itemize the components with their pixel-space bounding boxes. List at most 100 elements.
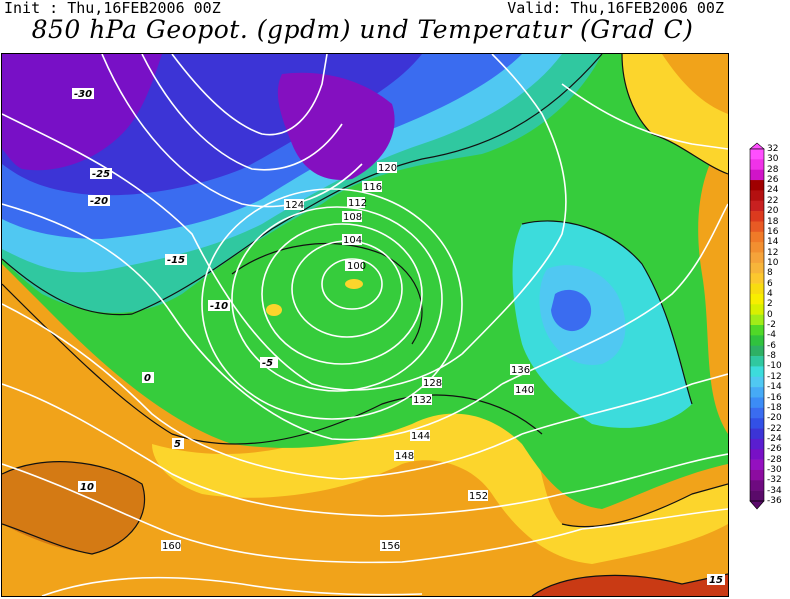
map-canvas: 100 104 108 112 116 120 124 128 132 136 … <box>2 54 728 596</box>
colorbar-tick-label: -6 <box>767 340 776 351</box>
colorbar-tick-label: -20 <box>767 413 782 424</box>
label-148: 148 <box>395 451 414 462</box>
geopotential-label-108: 108 <box>342 211 362 223</box>
label-144: 144 <box>411 431 430 442</box>
colorbar-tick-label: 12 <box>767 247 779 258</box>
temp-contour <box>2 54 603 316</box>
geopotential-contour <box>2 113 463 391</box>
colorbar-swatch <box>750 490 764 502</box>
colorbar-tick-label: -30 <box>767 464 782 475</box>
geopotential-contour <box>261 223 423 365</box>
label-140: 140 <box>515 385 534 396</box>
colorbar-swatch <box>750 221 764 233</box>
geopotential-label-136: 136 <box>510 364 530 376</box>
colorbar-tick-label: -8 <box>767 351 776 362</box>
colorbar-svg <box>749 142 765 510</box>
label-152: 152 <box>469 491 488 502</box>
temp-negative-center <box>230 243 422 378</box>
colorbar-swatch <box>750 345 764 357</box>
colorbar-tick-label: 22 <box>767 195 779 206</box>
init-time-label: Init : Thu,16FEB2006 00Z <box>4 0 221 17</box>
colorbar-tick-label: -12 <box>767 371 782 382</box>
geopotential-label-160: 160 <box>161 540 181 552</box>
colorbar-swatch <box>750 159 764 170</box>
colorbar-swatch <box>750 418 764 429</box>
colorbar-tick-label: 32 <box>767 144 779 154</box>
colorbar-tick-label: -16 <box>767 392 782 403</box>
geopotential-label-128: 128 <box>422 377 442 389</box>
label-fifteen: 15 <box>709 575 723 586</box>
temperature-colorbar <box>749 142 765 510</box>
label-minus-15: -15 <box>167 255 185 266</box>
colorbar-tick-label: -10 <box>767 361 782 372</box>
geopotential-contour <box>521 373 728 435</box>
colorbar-swatch <box>750 211 764 222</box>
colorbar-tick-label: -4 <box>767 330 776 341</box>
temp-very-cold-center <box>277 72 395 180</box>
warm-region-sw <box>2 461 145 554</box>
temp-label--30: -30 <box>72 88 94 100</box>
colorbar-swatch <box>750 469 764 481</box>
geopotential-label-144: 144 <box>410 430 430 442</box>
label-112: 112 <box>348 198 367 209</box>
colorbar-swatch <box>750 438 764 450</box>
geopotential-contour <box>171 54 328 136</box>
colorbar-tick-label: -28 <box>767 454 782 465</box>
label-zero: 0 <box>144 373 151 384</box>
geopotential-contour <box>321 258 383 310</box>
geopotential-contour <box>561 83 728 150</box>
contour-labels: 100 104 108 112 116 120 124 128 132 136 … <box>72 88 725 586</box>
colorbar-swatch <box>750 293 764 305</box>
temp-label--25: -25 <box>90 168 112 180</box>
colorbar-tick-label: 6 <box>767 278 773 289</box>
geopotential-contour <box>2 383 563 517</box>
geopotential-contour <box>41 576 423 596</box>
temp-label--15: -15 <box>165 254 187 266</box>
warm-area-ne-orange <box>662 54 728 114</box>
label-124: 124 <box>285 200 304 211</box>
label-five: 5 <box>174 439 181 450</box>
geopotential-contour <box>231 206 443 392</box>
colorbar-tick-label: 26 <box>767 175 779 186</box>
weather-map: 100 104 108 112 116 120 124 128 132 136 … <box>1 53 729 597</box>
colorbar-swatch <box>750 169 764 181</box>
label-100: 100 <box>347 261 366 272</box>
colorbar-swatch <box>750 252 764 264</box>
geopotential-contour <box>101 54 363 208</box>
colorbar-tick-label: -32 <box>767 475 782 486</box>
geopotential-contour <box>561 453 728 495</box>
colorbar-swatch <box>750 180 764 191</box>
colorbar-tick-label: 4 <box>767 288 773 299</box>
geopotential-label-148: 148 <box>394 450 414 462</box>
colorbar-swatch <box>750 480 764 491</box>
colorbar-swatch <box>750 449 764 460</box>
colorbar-swatch <box>750 262 764 274</box>
temperature-contours <box>2 54 728 596</box>
temp-contour <box>561 483 728 528</box>
temp-label-0: 0 <box>142 372 154 384</box>
label-108: 108 <box>343 212 362 223</box>
geopotential-contour <box>501 203 728 385</box>
colorbar-tick-label: -2 <box>767 320 776 330</box>
temp-contour <box>231 243 423 345</box>
label-minus-5: -5 <box>262 358 273 369</box>
geopotential-label-140: 140 <box>514 384 534 396</box>
geopotential-contour <box>2 203 503 441</box>
colorbar-top-arrow <box>749 142 765 150</box>
label-minus-30: -30 <box>74 89 92 100</box>
valid-time-label: Valid: Thu,16FEB2006 00Z <box>507 0 724 17</box>
geopotential-label-124: 124 <box>284 199 304 211</box>
geopotential-label-116: 116 <box>362 181 382 193</box>
colorbar-tick-label: 0 <box>767 309 773 320</box>
temp-label-10: 10 <box>78 481 96 493</box>
colorbar-swatch <box>750 407 764 419</box>
colorbar-tick-label: -36 <box>767 496 782 506</box>
temp-contour <box>2 283 543 445</box>
temp-contour <box>521 220 693 405</box>
colorbar-tick-label: -26 <box>767 444 782 455</box>
colorbar-swatch <box>750 376 764 388</box>
colorbar-tick-label: -22 <box>767 423 782 434</box>
colorbar-swatch <box>750 200 764 212</box>
colorbar-swatch <box>750 366 764 378</box>
colorbar-tick-label: 24 <box>767 185 779 196</box>
